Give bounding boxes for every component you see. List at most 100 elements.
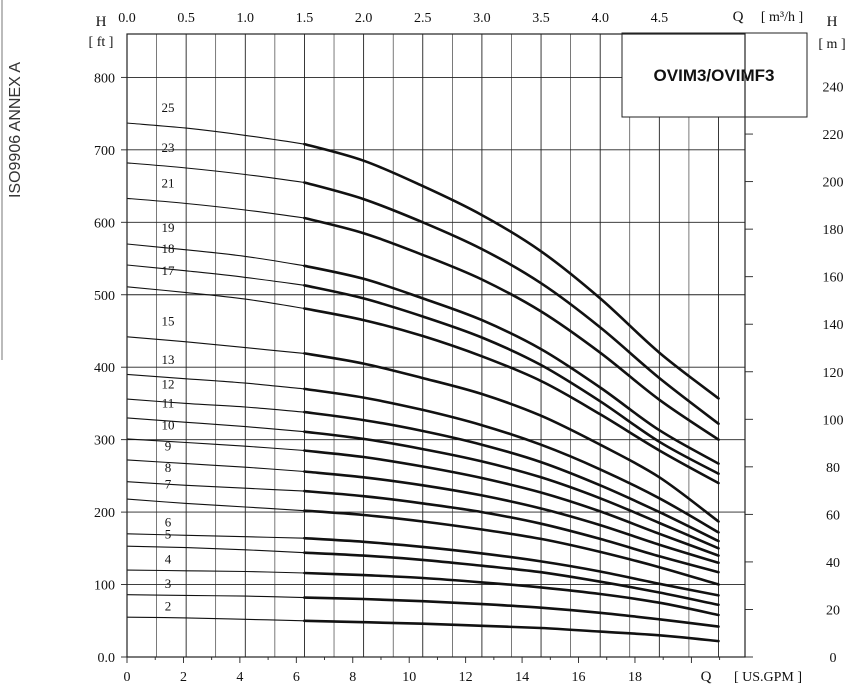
right-tick-label: 200	[823, 176, 844, 191]
curve-11	[303, 430, 720, 550]
curve-label-6: 6	[165, 514, 172, 529]
top-tick-label: 2.5	[414, 11, 432, 26]
curve-3-thin	[126, 594, 305, 599]
curve-19	[303, 264, 720, 465]
top-axis-unit: [ m³/h ]	[761, 10, 803, 25]
left-axis-label: H	[96, 14, 107, 30]
right-tick-label: 180	[823, 223, 844, 238]
bottom-tick-label: 16	[572, 670, 586, 685]
curve-12-thin	[126, 398, 305, 413]
bottom-tick-label: 10	[402, 670, 416, 685]
curve-label-5: 5	[165, 527, 172, 542]
left-tick-label: 0.0	[98, 651, 116, 666]
curve-label-12: 12	[162, 377, 175, 392]
bottom-tick-label: 14	[515, 670, 529, 685]
curve-23-thin	[126, 162, 305, 184]
left-tick-label: 300	[94, 434, 115, 449]
curve-6-thin	[126, 533, 305, 539]
right-tick-label: 0	[830, 651, 837, 666]
curve-6	[303, 536, 720, 597]
bottom-axis-label: Q	[701, 669, 712, 685]
side-label-group: ISO9906 ANNEX A	[7, 62, 24, 198]
curve-18	[303, 284, 720, 475]
model-box	[621, 32, 808, 118]
right-tick-label: 20	[826, 603, 840, 618]
top-tick-label: 3.0	[473, 11, 491, 26]
curve-label-2: 2	[165, 598, 172, 613]
curve-2-thin	[126, 616, 305, 622]
curve-4-thin	[126, 569, 305, 574]
curve-12	[303, 410, 720, 543]
curve-label-23: 23	[162, 140, 175, 155]
curve-25-thin	[126, 122, 305, 145]
curve-19-thin	[126, 243, 305, 267]
bottom-tick-label: 18	[628, 670, 642, 685]
curve-label-11: 11	[162, 396, 175, 411]
top-tick-label: 3.5	[532, 11, 550, 26]
curve-label-4: 4	[165, 551, 172, 566]
curve-15	[303, 352, 720, 523]
curve-label-8: 8	[165, 460, 172, 475]
curve-label-15: 15	[162, 314, 175, 329]
curve-9	[303, 470, 720, 565]
grid	[121, 34, 753, 663]
curve-2	[303, 619, 720, 643]
side-label: ISO9906 ANNEX A	[7, 62, 24, 198]
curve-label-9: 9	[165, 438, 172, 453]
curve-11-thin	[126, 417, 305, 433]
curve-7-thin	[126, 498, 305, 512]
curve-label-17: 17	[162, 263, 176, 278]
left-axis-unit: [ ft ]	[89, 35, 114, 50]
curve-8-thin	[126, 481, 305, 492]
right-tick-label: 220	[823, 128, 844, 143]
curve-10	[303, 449, 720, 557]
plot-frame	[126, 33, 746, 658]
top-tick-label: 1.0	[237, 11, 255, 26]
right-tick-label: 60	[826, 508, 840, 523]
curve-5-thin	[126, 545, 305, 554]
curve-label-19: 19	[162, 220, 175, 235]
right-axis-label: H	[827, 14, 838, 30]
curve-label-13: 13	[162, 352, 175, 367]
curve-15-thin	[126, 336, 305, 354]
bottom-tick-label: 2	[180, 670, 187, 685]
model-label: OVIM3/OVIMF3	[654, 66, 775, 85]
curve-3	[303, 596, 720, 628]
left-tick-label: 200	[94, 506, 115, 521]
top-tick-label: 0.5	[177, 11, 195, 26]
curve-18-thin	[126, 264, 305, 286]
top-tick-label: 4.0	[591, 11, 609, 26]
left-tick-label: 800	[94, 71, 115, 86]
right-tick-label: 240	[823, 81, 844, 96]
tick-labels: 0.0 0.5 1.0 1.5 2.0 2.5 3.0 3.5 4.0 4.5 0 2 4 6 8 10 12 1…	[94, 11, 844, 685]
curve-25	[303, 142, 720, 400]
curve-13	[303, 387, 720, 534]
bottom-tick-label: 4	[236, 670, 243, 685]
curve-17-thin	[126, 286, 305, 310]
curve-23	[303, 181, 720, 425]
bottom-axis-unit: [ US.GPM ]	[734, 670, 802, 685]
curve-7	[303, 509, 720, 586]
top-tick-label: 4.5	[651, 11, 669, 26]
right-tick-label: 140	[823, 318, 844, 333]
left-tick-label: 100	[94, 579, 115, 594]
curve-label-21: 21	[162, 175, 175, 190]
bottom-tick-label: 8	[349, 670, 356, 685]
curve-labels: 25 23 21 19 18 17 15 13 12 11 10 9 8 7 65 4 3 2	[162, 100, 176, 613]
bottom-tick-label: 6	[293, 670, 300, 685]
curve-17	[303, 307, 720, 485]
curve-label-18: 18	[162, 241, 175, 256]
left-tick-label: 600	[94, 216, 115, 231]
right-axis-unit: [ m ]	[818, 37, 845, 52]
left-tick-label: 700	[94, 144, 115, 159]
right-tick-label: 160	[823, 271, 844, 286]
curve-10-thin	[126, 438, 305, 452]
curve-5	[303, 551, 720, 607]
curve-8	[303, 489, 720, 574]
top-axis-label: Q	[733, 9, 744, 25]
curve-label-3: 3	[165, 576, 172, 591]
curve-4	[303, 571, 720, 617]
right-tick-label: 100	[823, 413, 844, 428]
top-tick-label: 0.0	[118, 11, 136, 26]
right-tick-label: 40	[826, 556, 840, 571]
